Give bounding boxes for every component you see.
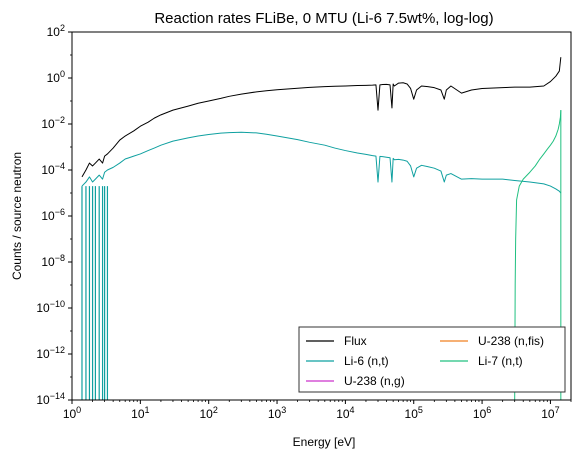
y-tick-label: 10−2 [41,115,65,131]
x-tick-label: 105 [405,405,423,421]
x-tick-label: 103 [268,405,286,421]
x-tick-label: 104 [336,405,354,421]
y-tick-label: 10−14 [36,391,65,407]
legend-label: Li-6 (n,t) [344,354,389,368]
x-tick-label: 107 [541,405,559,421]
legend-label: U-238 (n,fis) [478,334,544,348]
series-line [81,131,562,194]
x-axis-label: Energy [eV] [293,435,356,449]
legend: Flux Li-6 (n,t) U-238 (n,g) U-238 (n,fis) Li… [298,326,566,393]
plot-frame [71,31,572,401]
legend-label: U-238 (n,g) [344,374,405,388]
x-tick-label: 102 [200,405,218,421]
series-line [514,110,562,400]
y-tick-label: 10−10 [36,299,65,315]
y-tick-label: 102 [47,23,65,39]
x-tick-label: 100 [63,405,81,421]
x-tick-label: 101 [131,405,149,421]
legend-label: Flux [344,334,367,348]
legend-box [298,326,566,393]
y-tick-label: 100 [47,69,65,85]
y-tick-label: 10−8 [41,253,65,269]
y-tick-label: 10−4 [41,161,65,177]
y-axis-ticks: 10−14 10−12 10−10 10−8 10−6 10−4 10−2 100 102 [36,23,72,407]
chart-title: Reaction rates FLiBe, 0 MTU (Li-6 7.5wt%… [154,10,493,27]
x-tick-label: 106 [473,405,491,421]
y-axis-label: Counts / source neutron [10,152,24,280]
series-line [81,57,562,178]
legend-label: Li-7 (n,t) [478,354,523,368]
y-tick-label: 10−12 [36,345,65,361]
y-tick-label: 10−6 [41,207,65,223]
x-axis-ticks: 100 101 102 103 104 105 106 107 [63,400,572,421]
